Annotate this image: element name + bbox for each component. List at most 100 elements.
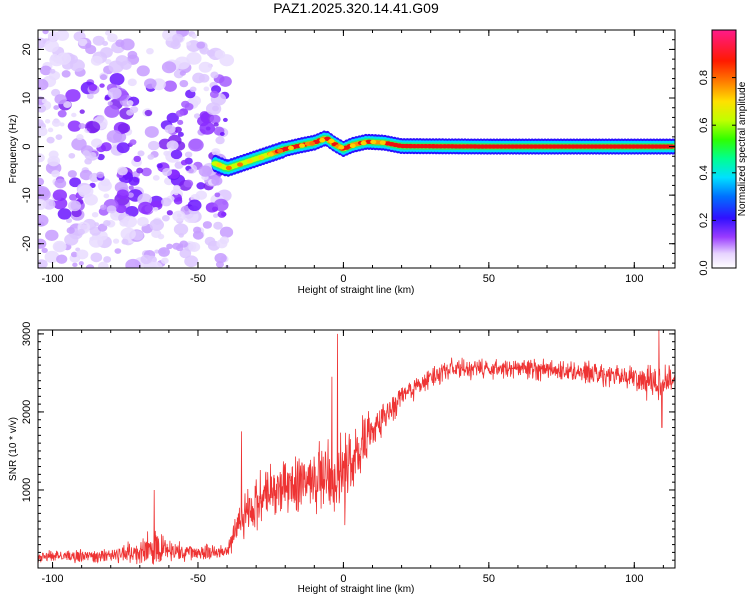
heat-noise-blob bbox=[86, 121, 101, 133]
heat-noise-blob bbox=[146, 47, 154, 55]
heat-noise-blob bbox=[106, 205, 117, 214]
y-tick-label: 3000 bbox=[21, 322, 33, 346]
heat-noise-blob bbox=[177, 119, 184, 126]
heat-noise-blob bbox=[47, 155, 61, 167]
heat-signal-peak bbox=[319, 138, 326, 143]
heat-noise-blob bbox=[177, 131, 184, 137]
heat-noise-blob bbox=[59, 122, 65, 127]
heat-noise-blob bbox=[44, 119, 51, 124]
heat-noise-blob bbox=[137, 216, 149, 227]
heat-noise-blob bbox=[166, 243, 173, 250]
heat-noise-blob bbox=[56, 254, 68, 264]
heat-noise-blob bbox=[193, 113, 201, 119]
heat-noise-blob bbox=[57, 109, 67, 118]
heat-noise-blob bbox=[38, 177, 45, 186]
heat-noise-blob bbox=[116, 142, 130, 154]
heat-noise-blob bbox=[44, 39, 59, 53]
heat-noise-blob bbox=[38, 259, 48, 268]
heat-noise-blob bbox=[78, 123, 86, 129]
colorbar-tick-label: 0.0 bbox=[698, 260, 710, 275]
heat-noise-blob bbox=[68, 152, 76, 159]
heat-noise-blob bbox=[56, 52, 72, 65]
colorbar-tick-label: 0.4 bbox=[698, 165, 710, 180]
spectrogram-frame bbox=[37, 29, 676, 269]
heat-noise-blob bbox=[218, 76, 232, 87]
heat-noise-blob bbox=[188, 168, 194, 174]
heat-noise-blob bbox=[127, 78, 137, 87]
heat-noise-blob bbox=[152, 174, 160, 181]
heat-signal-peak bbox=[246, 158, 253, 164]
heat-noise-blob bbox=[38, 198, 47, 210]
heat-noise-blob bbox=[137, 150, 145, 157]
heat-noise-blob bbox=[173, 223, 189, 236]
heat-noise-blob bbox=[151, 229, 162, 238]
heat-noise-blob bbox=[154, 249, 160, 254]
heat-noise-blob bbox=[125, 206, 139, 218]
heat-noise-blob bbox=[79, 30, 85, 33]
heat-noise-blob bbox=[105, 30, 112, 36]
y-tick-label: 1000 bbox=[21, 478, 33, 502]
heat-signal-peak bbox=[287, 145, 294, 151]
heat-noise-blob bbox=[127, 50, 138, 60]
heat-noise-blob bbox=[72, 262, 78, 268]
heat-noise-blob bbox=[46, 136, 55, 144]
heat-noise-blob bbox=[166, 112, 179, 123]
heat-noise-blob bbox=[147, 154, 155, 160]
heat-noise-blob bbox=[179, 70, 186, 76]
spectrogram-x-ticks: -100 -50 0 50 100 bbox=[42, 30, 664, 285]
heat-noise-blob bbox=[156, 163, 163, 169]
heat-noise-blob bbox=[186, 41, 192, 46]
heat-noise-blob bbox=[196, 182, 206, 190]
heat-noise-blob bbox=[106, 130, 123, 144]
heat-noise-blob bbox=[166, 140, 179, 151]
heat-noise-blob bbox=[173, 184, 181, 192]
heat-noise-blob bbox=[63, 101, 72, 108]
heat-noise-blob bbox=[205, 102, 222, 116]
heat-noise-blob bbox=[213, 213, 219, 218]
heat-noise-blob bbox=[39, 65, 52, 76]
heat-noise-blob bbox=[78, 261, 84, 266]
heat-noise-blob bbox=[186, 51, 202, 65]
heat-noise-blob bbox=[38, 221, 45, 227]
heat-noise-blob bbox=[117, 122, 131, 134]
heat-noise-blob bbox=[172, 242, 181, 250]
heat-noise-blob bbox=[219, 54, 235, 67]
heat-noise-blob bbox=[70, 251, 78, 258]
heat-noise-blob bbox=[66, 218, 73, 224]
heat-noise-blob bbox=[187, 199, 202, 212]
heat-noise-blob bbox=[51, 88, 61, 97]
x-tick-label: 0 bbox=[340, 273, 346, 285]
heat-noise-blob bbox=[199, 121, 216, 135]
heat-noise-blob bbox=[61, 70, 71, 78]
heat-noise-blob bbox=[100, 178, 111, 187]
snr-y-label: SNR (10 * v/v) bbox=[8, 417, 19, 481]
heat-noise-blob bbox=[222, 117, 228, 122]
heat-noise-blob bbox=[53, 105, 60, 110]
heat-noise-blob bbox=[183, 179, 194, 188]
heat-noise-blob bbox=[120, 60, 132, 70]
heat-noise-blob bbox=[161, 197, 172, 207]
x-tick-label: 50 bbox=[483, 273, 495, 285]
heat-noise-blob bbox=[173, 197, 183, 205]
x-tick-label: 0 bbox=[340, 573, 346, 585]
heat-noise-blob bbox=[209, 90, 219, 99]
x-tick-label: 100 bbox=[625, 273, 643, 285]
heat-noise-blob bbox=[148, 140, 160, 151]
heat-noise-blob bbox=[67, 170, 77, 178]
heat-noise-blob bbox=[85, 43, 92, 49]
heat-noise-blob bbox=[189, 86, 197, 93]
heat-noise-blob bbox=[96, 171, 105, 179]
heat-signal-peak bbox=[309, 141, 316, 146]
heat-noise-blob bbox=[160, 257, 169, 264]
heat-noise-blob bbox=[45, 229, 59, 241]
heat-noise-blob bbox=[76, 249, 89, 260]
heat-noise-blob bbox=[91, 138, 103, 148]
heat-noise-blob bbox=[198, 73, 210, 83]
heat-noise-blob bbox=[67, 120, 82, 132]
heat-noise-blob bbox=[149, 218, 164, 231]
heat-noise-blob bbox=[89, 235, 104, 248]
heat-noise-blob bbox=[79, 109, 85, 114]
heat-noise-blob bbox=[172, 33, 184, 43]
heat-noise-blob bbox=[102, 40, 109, 47]
